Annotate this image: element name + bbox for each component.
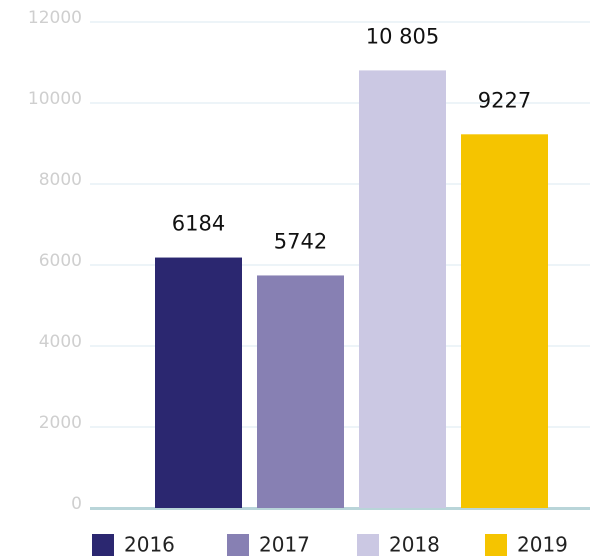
bar xyxy=(359,70,446,509)
y-tick-label: 10000 xyxy=(28,89,82,109)
y-tick-label: 12000 xyxy=(28,8,82,28)
legend-swatch xyxy=(485,534,507,556)
value-label: 6184 xyxy=(172,212,225,236)
bar xyxy=(155,257,242,508)
value-label: 10 805 xyxy=(366,24,439,48)
y-tick-label: 0 xyxy=(71,494,82,514)
legend-swatch xyxy=(92,534,114,556)
baseline xyxy=(90,507,590,510)
legend-label: 2016 xyxy=(124,533,175,556)
legend-swatch xyxy=(357,534,379,556)
legend-label: 2018 xyxy=(389,533,440,556)
legend-label: 2019 xyxy=(517,533,568,556)
y-tick-label: 8000 xyxy=(39,170,82,190)
y-tick-label: 2000 xyxy=(39,413,82,433)
value-label: 9227 xyxy=(478,88,531,112)
legend-swatch xyxy=(227,534,249,556)
y-tick-label: 6000 xyxy=(39,251,82,271)
bar xyxy=(461,134,548,508)
legend-label: 2017 xyxy=(259,533,310,556)
bar xyxy=(257,275,344,508)
value-label: 5742 xyxy=(274,229,327,253)
y-tick-label: 4000 xyxy=(39,332,82,352)
